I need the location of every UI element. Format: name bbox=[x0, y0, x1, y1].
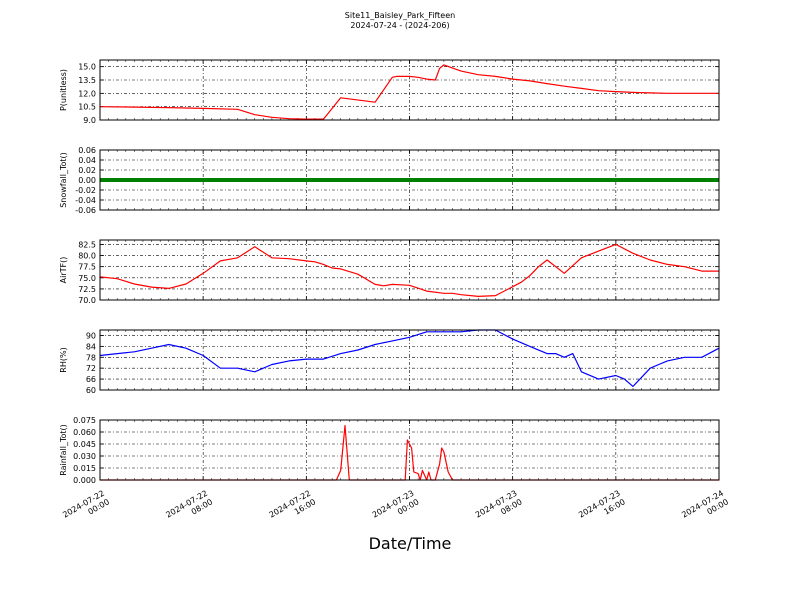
y-tick-label: -0.06 bbox=[75, 206, 96, 215]
y-tick-label: -0.04 bbox=[75, 196, 96, 205]
y-tick-label: 0.030 bbox=[73, 452, 96, 461]
x-axis-label: Date/Time bbox=[368, 534, 452, 553]
subplot-1: 15.0 13.5 12.0 10.5 9.0 P(unitless) bbox=[59, 59, 720, 125]
y-tick-label: 0.00 bbox=[78, 176, 96, 185]
chart-title: Site11_Baisley_Park_Fifteen bbox=[344, 11, 456, 20]
chart-subtitle: 2024-07-24 - (2024-206) bbox=[350, 21, 450, 30]
y-tick-label: 72 bbox=[86, 364, 96, 373]
y-tick-label: 82.5 bbox=[78, 240, 96, 249]
y-tick-label: 60 bbox=[86, 386, 96, 395]
y-tick-label: 13.5 bbox=[78, 76, 96, 85]
y-axis-label: Rainfall_Tot() bbox=[59, 424, 68, 476]
subplot-3: 82.5 80.0 77.5 75.0 72.5 70.0 AirTF() bbox=[59, 239, 720, 305]
y-tick-label: 15.0 bbox=[78, 63, 96, 72]
subplot-5: 0.075 0.060 0.045 0.030 0.015 0.000 Rainfall_T… bbox=[59, 416, 720, 485]
y-tick-label: 0.060 bbox=[73, 428, 96, 437]
y-tick-label: 72.5 bbox=[78, 285, 96, 294]
series-line bbox=[99, 243, 719, 297]
y-tick-label: 0.000 bbox=[73, 476, 96, 485]
y-tick-label: 0.015 bbox=[73, 464, 96, 473]
y-tick-label: 80.0 bbox=[78, 252, 96, 261]
series-line bbox=[99, 329, 720, 387]
y-tick-label: 78 bbox=[86, 353, 96, 362]
y-tick-label: 77.5 bbox=[78, 263, 96, 272]
y-tick-label: 90 bbox=[86, 331, 96, 340]
plot-frame bbox=[99, 239, 720, 301]
y-axis-label: RH(%) bbox=[59, 347, 68, 372]
y-tick-label: -0.02 bbox=[75, 186, 96, 195]
y-tick-label: 84 bbox=[86, 342, 96, 351]
subplot-2: 0.060.040.020.00-0.02-0.04-0.06 Snowfall_… bbox=[59, 146, 720, 215]
subplot-4: 90 84 78 72 66 60 RH(%) bbox=[59, 329, 720, 395]
y-tick-label: 66 bbox=[86, 375, 96, 384]
y-tick-label: 0.045 bbox=[73, 440, 96, 449]
plot-frame bbox=[99, 149, 720, 211]
y-tick-label: 0.06 bbox=[78, 146, 96, 155]
y-tick-label: 75.0 bbox=[78, 274, 96, 283]
series-line bbox=[100, 425, 719, 481]
y-axis-label: Snowfall_Tot() bbox=[59, 152, 68, 208]
plot-frame bbox=[99, 419, 720, 481]
y-axis-label: AirTF() bbox=[59, 257, 68, 284]
y-axis-label: P(unitless) bbox=[59, 69, 68, 111]
y-tick-label: 0.04 bbox=[78, 156, 96, 165]
series-line bbox=[99, 64, 719, 120]
plot-frame bbox=[99, 59, 720, 121]
y-tick-label: 10.5 bbox=[78, 103, 96, 112]
y-tick-label: 12.0 bbox=[78, 89, 96, 98]
y-tick-label: 0.02 bbox=[78, 166, 96, 175]
y-tick-label: 70.0 bbox=[78, 296, 96, 305]
plot-frame bbox=[99, 329, 720, 391]
y-tick-label: 0.075 bbox=[73, 416, 96, 425]
y-tick-label: 9.0 bbox=[83, 116, 96, 125]
